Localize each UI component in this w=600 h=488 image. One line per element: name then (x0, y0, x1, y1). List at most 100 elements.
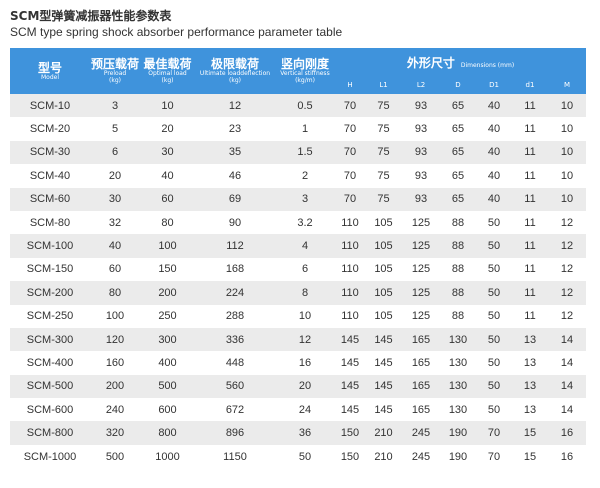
value-cell: 11 (524, 263, 536, 276)
dimension-column: D (440, 76, 476, 94)
value-cell: 70 (343, 123, 357, 136)
value-cell: 160 (105, 356, 125, 369)
value-cell: 93 (402, 140, 440, 165)
value-cell: 130 (448, 356, 468, 369)
value-cell: 190 (440, 421, 476, 445)
header-cn: 预压载荷 (90, 57, 139, 71)
value-cell: 88 (440, 234, 476, 258)
value-cell: 88 (451, 310, 465, 323)
value-cell: 32 (108, 216, 122, 229)
header-cn: 型号 (37, 60, 62, 75)
table-row: SCM-100 40 100 112 4 110 105 125 88 50 11 12 (10, 234, 587, 258)
value-cell: 13 (512, 374, 548, 399)
value-cell: 3 (90, 94, 140, 118)
header-cn: 极限载荷 (210, 57, 259, 71)
table-row: SCM-200 80 200 224 8 110 105 125 88 50 11 12 (10, 281, 587, 305)
table-row: SCM-1000 500 1000 1150 50 150 210 245 190 70 15 16 (10, 445, 586, 468)
value-cell: 145 (374, 356, 393, 369)
model-cell: SCM-300 (10, 327, 90, 352)
value-cell: 65 (440, 140, 476, 165)
value-cell: 75 (377, 169, 390, 182)
value-cell: 20 (275, 374, 335, 399)
header-unit: (kg) (109, 77, 121, 84)
value-cell: 130 (440, 374, 476, 399)
value-cell: 14 (548, 327, 587, 352)
header-en: Optimal load (148, 70, 187, 77)
value-cell: 600 (158, 403, 177, 416)
value-cell: 896 (195, 421, 275, 445)
value-cell: 150 (158, 263, 177, 276)
value-cell: 10 (548, 94, 587, 118)
value-cell: 93 (402, 94, 440, 118)
model-cell: SCM-200 (10, 281, 90, 305)
dimension-column: H (335, 76, 365, 94)
value-cell: 100 (105, 310, 125, 323)
value-cell: 20 (108, 169, 122, 182)
value-cell: 40 (476, 140, 512, 165)
value-cell: 150 (335, 421, 365, 445)
value-cell: 70 (335, 140, 365, 165)
value-cell: 40 (476, 94, 512, 118)
value-cell: 190 (448, 450, 468, 463)
value-cell: 200 (90, 374, 140, 399)
value-cell: 125 (402, 281, 440, 305)
value-cell: 105 (374, 216, 393, 229)
model-cell: SCM-800 (10, 421, 90, 445)
value-cell: 40 (476, 187, 512, 211)
value-cell: 23 (228, 123, 242, 136)
value-cell: 12 (275, 327, 335, 352)
value-cell: 40 (90, 234, 140, 258)
value-cell: 10 (548, 140, 587, 165)
value-cell: 15 (512, 421, 548, 445)
value-cell: 14 (548, 374, 587, 399)
value-cell: 4 (275, 234, 335, 258)
model-cell: SCM-40 (29, 169, 71, 182)
value-cell: 3 (275, 187, 335, 211)
model-cell: SCM-20 (29, 123, 71, 136)
value-cell: 12 (548, 281, 587, 305)
value-cell: 35 (195, 140, 275, 165)
value-cell: 13 (523, 356, 537, 369)
model-cell: SCM-1000 (23, 450, 77, 463)
dimension-column: D1 (476, 76, 512, 94)
header-en: Ultimate loaddeflection (199, 70, 271, 77)
value-cell: 105 (365, 281, 402, 305)
value-cell: 145 (340, 403, 360, 416)
value-cell: 800 (140, 421, 195, 445)
value-cell: 50 (476, 374, 512, 399)
table-row: SCM-40 20 40 46 2 70 75 93 65 40 11 10 (10, 164, 586, 187)
dimension-column: M (548, 76, 587, 94)
value-cell: 110 (341, 216, 359, 229)
value-cell: 16 (560, 450, 574, 463)
model-cell: SCM-80 (29, 216, 71, 229)
table-row: SCM-250 100 250 288 10 110 105 125 88 50 11 12 (10, 305, 586, 328)
value-cell: 11 (524, 310, 536, 323)
value-cell: 560 (195, 374, 275, 399)
value-cell: 50 (487, 310, 501, 323)
value-cell: 288 (225, 310, 245, 323)
header-row: 型号 Model 预压载荷 Preload (kg) 最佳载荷 Optimal load (k… (10, 48, 587, 94)
value-cell: 245 (402, 421, 440, 445)
table-body: SCM-10 3 10 12 0.5 70 75 93 65 40 11 10 SCM-20 5 20 23 1… (10, 94, 587, 468)
value-cell: 500 (105, 450, 125, 463)
table-row: SCM-10 3 10 12 0.5 70 75 93 65 40 11 10 (10, 94, 587, 118)
table-row: SCM-800 320 800 896 36 150 210 245 190 70 15 16 (10, 421, 587, 445)
dimensions-header: 外形尺寸 Dimensions (mm) (335, 48, 587, 76)
table-row: SCM-300 120 300 336 12 145 145 165 130 50 13 14 (10, 327, 587, 352)
value-cell: 12 (560, 216, 574, 229)
value-cell: 11 (512, 234, 548, 258)
header-cn: 外形尺寸 (406, 56, 455, 70)
value-cell: 90 (228, 216, 242, 229)
value-cell: 125 (402, 234, 440, 258)
value-cell: 50 (476, 281, 512, 305)
value-cell: 13 (512, 327, 548, 352)
title-en: SCM type spring shock absorber performan… (10, 25, 343, 39)
header-unit: (kg/m) (295, 77, 315, 84)
value-cell: 125 (411, 263, 431, 276)
value-cell: 145 (365, 327, 402, 352)
value-cell: 88 (451, 216, 465, 229)
value-cell: 70 (487, 450, 501, 463)
value-cell: 50 (487, 263, 501, 276)
value-cell: 100 (140, 234, 195, 258)
